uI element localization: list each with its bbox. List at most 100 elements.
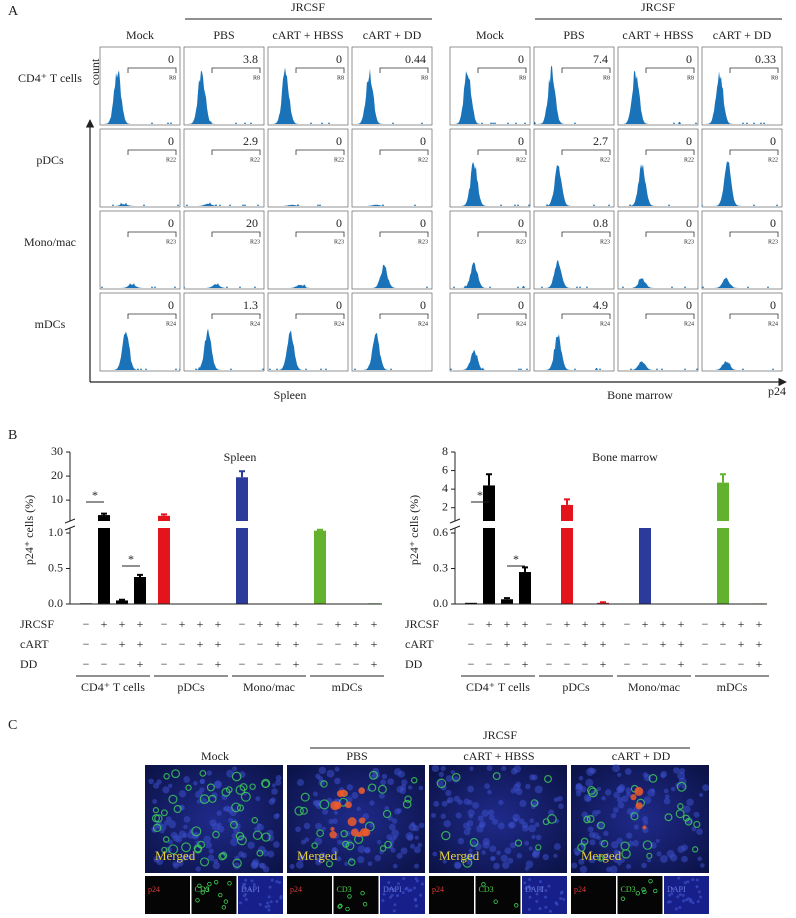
tissue-label: Spleen <box>274 388 307 402</box>
nucleus <box>507 857 514 864</box>
nucleus <box>183 824 188 830</box>
nucleus <box>195 840 200 845</box>
nucleus <box>331 847 339 855</box>
nucleus <box>334 777 341 785</box>
nucleus <box>587 826 594 833</box>
gate-label: R22 <box>334 157 344 163</box>
gate <box>729 67 779 73</box>
histogram-box <box>617 46 699 126</box>
sign: − <box>720 657 727 671</box>
histogram-box <box>449 210 531 290</box>
nucleus <box>531 834 536 840</box>
sign: + <box>215 637 222 651</box>
nucleus <box>387 778 395 786</box>
histogram <box>268 330 348 370</box>
nucleus <box>326 797 333 805</box>
nucleus <box>557 795 563 802</box>
sign: − <box>83 637 90 651</box>
histogram-box <box>533 210 615 290</box>
bar <box>314 530 326 604</box>
histogram <box>450 262 530 288</box>
nucleus <box>255 796 261 802</box>
cd3-cell <box>693 820 701 829</box>
axis-break <box>454 521 764 528</box>
gate-value: 0.33 <box>755 52 776 66</box>
nucleus <box>417 842 423 848</box>
nucleus <box>266 901 270 905</box>
cd3-cell <box>240 791 251 802</box>
nucleus <box>217 822 222 828</box>
nucleus <box>486 765 493 771</box>
sign: + <box>101 617 108 631</box>
gate-value: 0 <box>686 134 692 148</box>
histogram-box <box>183 292 265 372</box>
break-mark <box>449 518 461 531</box>
nucleus <box>702 784 710 792</box>
nucleus <box>441 800 448 807</box>
nucleus <box>547 884 551 888</box>
nucleus <box>269 900 273 904</box>
nucleus <box>507 822 515 829</box>
p24-signal <box>630 794 637 801</box>
row-label: JRCSF <box>20 617 54 631</box>
nucleus <box>379 793 385 799</box>
nucleus <box>548 909 552 913</box>
nucleus <box>535 892 539 896</box>
nucleus <box>266 829 274 837</box>
nucleus <box>167 783 173 789</box>
sign: + <box>660 617 667 631</box>
sign: − <box>239 637 246 651</box>
gate <box>295 67 345 73</box>
significance-star: * <box>128 552 134 566</box>
nucleus <box>559 896 563 900</box>
nucleus <box>390 893 394 897</box>
sign: − <box>179 637 186 651</box>
histogram <box>268 203 348 206</box>
cd3-cell <box>648 774 658 783</box>
nucleus <box>699 895 703 899</box>
cd3-cell <box>338 903 343 909</box>
cd3-cell <box>154 814 163 823</box>
sign: + <box>371 657 378 671</box>
cd3-cell <box>193 844 203 853</box>
sign: − <box>660 657 667 671</box>
nucleus <box>244 878 248 882</box>
nucleus <box>513 817 518 823</box>
nucleus <box>490 856 495 862</box>
sign: − <box>317 617 324 631</box>
gate <box>645 313 695 319</box>
nucleus <box>178 830 187 838</box>
nucleus <box>487 809 495 816</box>
cd3-cell <box>492 772 501 781</box>
channel-label: DAPI <box>667 885 686 894</box>
cd3-cell <box>181 842 192 853</box>
histogram <box>184 70 264 124</box>
nucleus <box>396 852 403 859</box>
nucleus <box>604 789 612 796</box>
nucleus <box>481 850 486 855</box>
nucleus <box>258 902 262 906</box>
nucleus <box>457 837 465 845</box>
nucleus <box>414 898 418 902</box>
sign: − <box>257 637 264 651</box>
nucleus <box>183 816 191 823</box>
nucleus <box>206 770 213 776</box>
p24-signal <box>347 817 357 827</box>
nucleus <box>252 882 256 886</box>
nucleus <box>414 835 419 840</box>
sign: − <box>468 657 475 671</box>
cd3-cell <box>600 839 609 848</box>
gate-value: 3.8 <box>243 52 258 66</box>
nucleus <box>357 856 365 864</box>
nucleus <box>440 813 447 819</box>
nucleus <box>415 879 419 883</box>
y-tick-label: 0.6 <box>433 525 448 539</box>
nucleus <box>528 824 536 833</box>
gate-value: 0 <box>518 298 524 312</box>
histogram-box <box>449 128 531 208</box>
cd3-cell <box>441 830 451 841</box>
nucleus <box>588 855 596 864</box>
channel-label: p24 <box>574 885 586 894</box>
error-bar <box>486 473 492 486</box>
nucleus <box>394 808 401 815</box>
